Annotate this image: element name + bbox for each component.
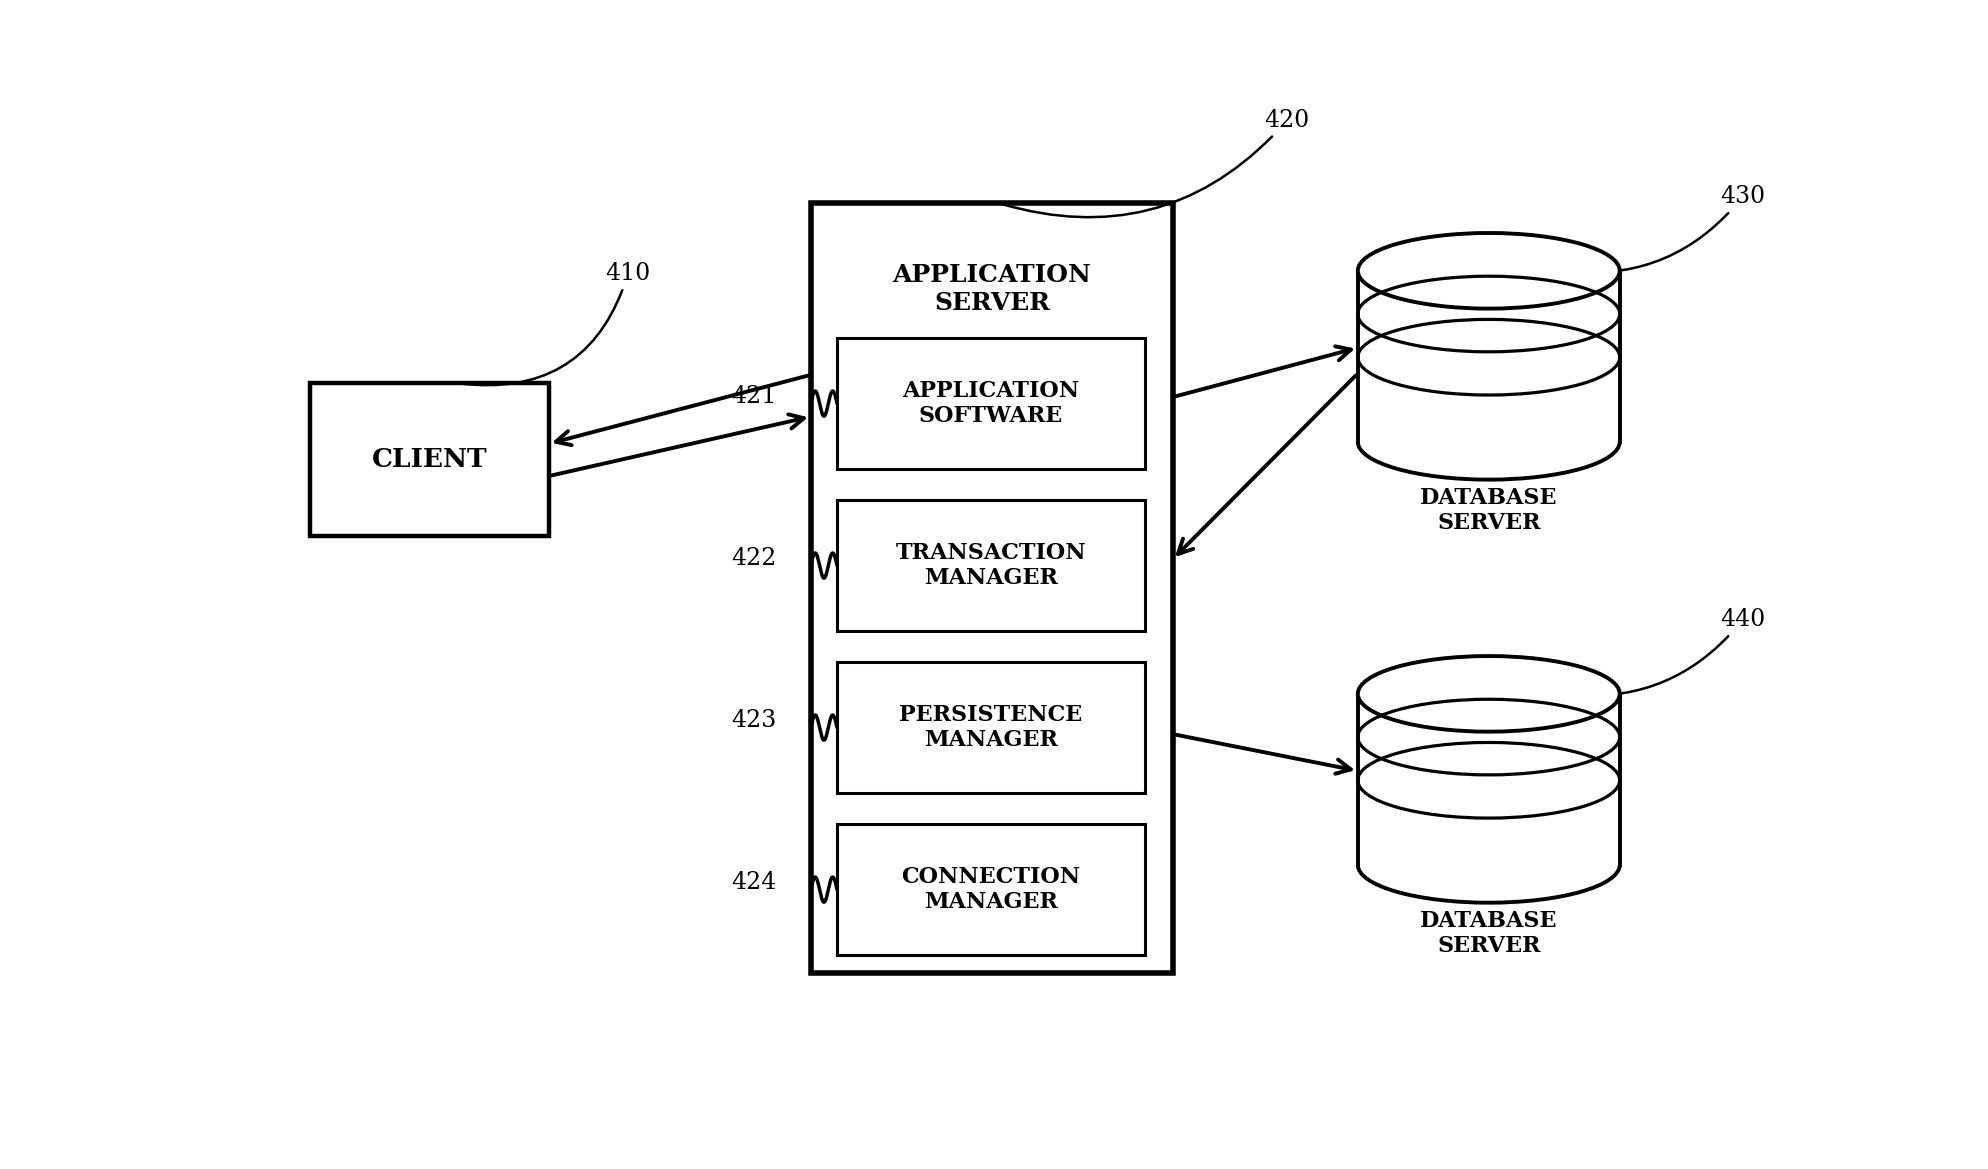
Text: CONNECTION
MANAGER: CONNECTION MANAGER: [901, 866, 1081, 913]
Text: DATABASE
SERVER: DATABASE SERVER: [1419, 486, 1557, 534]
FancyBboxPatch shape: [837, 824, 1145, 955]
Polygon shape: [1358, 271, 1620, 442]
Text: CLIENT: CLIENT: [372, 448, 487, 472]
Text: 424: 424: [732, 871, 777, 894]
FancyBboxPatch shape: [811, 203, 1173, 973]
FancyBboxPatch shape: [310, 383, 549, 537]
Text: 430: 430: [1563, 186, 1765, 272]
Text: APPLICATION
SOFTWARE: APPLICATION SOFTWARE: [903, 380, 1079, 427]
Text: 421: 421: [732, 385, 777, 408]
Text: 420: 420: [1002, 109, 1310, 217]
FancyBboxPatch shape: [837, 500, 1145, 631]
Ellipse shape: [1358, 656, 1620, 732]
Text: PERSISTENCE
MANAGER: PERSISTENCE MANAGER: [899, 704, 1083, 752]
Text: 422: 422: [732, 547, 777, 570]
Text: APPLICATION
SERVER: APPLICATION SERVER: [893, 263, 1091, 314]
Text: 440: 440: [1563, 608, 1765, 696]
Polygon shape: [1358, 694, 1620, 865]
FancyBboxPatch shape: [837, 338, 1145, 469]
Text: DATABASE
SERVER: DATABASE SERVER: [1419, 909, 1557, 957]
FancyBboxPatch shape: [837, 663, 1145, 793]
Ellipse shape: [1358, 233, 1620, 309]
Text: TRANSACTION
MANAGER: TRANSACTION MANAGER: [897, 542, 1085, 589]
Text: 410: 410: [461, 262, 650, 386]
Text: 423: 423: [732, 708, 777, 732]
